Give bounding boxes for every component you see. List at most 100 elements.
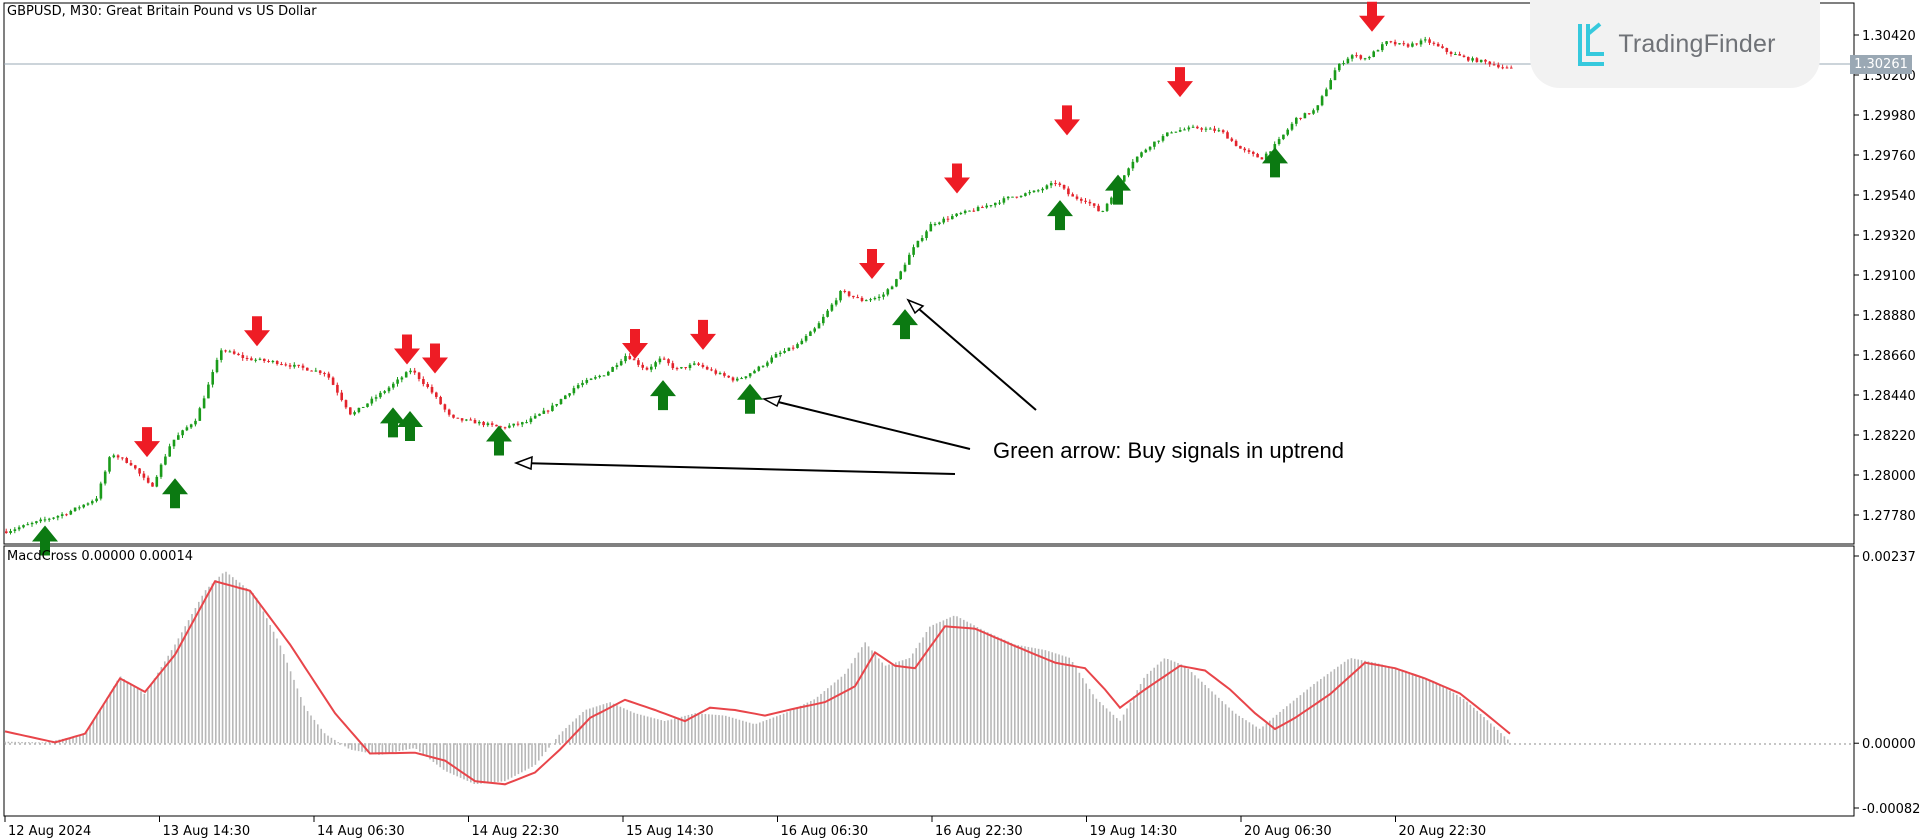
candle xyxy=(439,395,442,405)
candle xyxy=(1501,64,1504,70)
candle xyxy=(396,377,399,387)
buy-arrow-icon xyxy=(486,425,512,456)
candle xyxy=(48,517,51,522)
candle xyxy=(1217,127,1221,133)
candle xyxy=(392,381,395,390)
candle xyxy=(426,381,429,389)
candle xyxy=(404,371,408,378)
candle xyxy=(899,270,902,280)
candle xyxy=(1015,196,1019,199)
buy-arrow-icon xyxy=(1047,200,1073,231)
indicator-tick-label: 0.00000 xyxy=(1862,737,1916,752)
candle xyxy=(619,358,623,367)
candle xyxy=(400,376,404,383)
indicator-title: MacdCross 0.00000 0.00014 xyxy=(7,549,193,564)
candle xyxy=(951,213,954,220)
brand-logo: TradingFinder xyxy=(1530,0,1820,88)
candle xyxy=(103,470,107,486)
indicator-tick-label: 0.00237 xyxy=(1862,550,1916,565)
candle xyxy=(1488,60,1492,67)
candle xyxy=(521,421,524,428)
candle xyxy=(1032,190,1036,193)
candle xyxy=(533,413,537,419)
candle xyxy=(1458,51,1461,56)
candle xyxy=(43,516,47,523)
candle xyxy=(417,371,421,382)
candle xyxy=(215,357,219,374)
candle xyxy=(306,367,309,371)
price-tick-label: 1.29760 xyxy=(1862,149,1916,164)
candle xyxy=(189,423,193,429)
candle xyxy=(121,457,124,461)
candle xyxy=(1389,40,1393,44)
candle xyxy=(1492,61,1496,66)
candle xyxy=(1282,134,1285,141)
candle xyxy=(194,418,197,427)
candle xyxy=(1346,56,1350,65)
candle xyxy=(232,349,236,355)
candle xyxy=(1221,129,1225,134)
candle xyxy=(5,528,8,534)
candle xyxy=(766,360,769,368)
candle xyxy=(1178,127,1182,133)
candle xyxy=(280,361,283,366)
chart-title: GBPUSD, M30: Great Britain Pound vs US D… xyxy=(7,4,317,19)
buy-arrow-icon xyxy=(162,478,188,509)
price-tick-label: 1.30420 xyxy=(1862,29,1916,44)
candle xyxy=(349,407,352,416)
candle xyxy=(1041,187,1044,193)
candle xyxy=(624,353,627,364)
candle xyxy=(637,358,640,368)
candle xyxy=(1342,60,1345,66)
candle xyxy=(198,406,202,421)
candle xyxy=(78,505,81,511)
sell-arrow-icon xyxy=(134,427,160,458)
price-panel[interactable] xyxy=(3,2,1855,545)
candle xyxy=(598,374,601,379)
price-tick-label: 1.28220 xyxy=(1862,429,1916,444)
candle xyxy=(585,377,589,385)
buy-arrow-icon xyxy=(737,383,763,414)
candle xyxy=(1153,141,1156,150)
buy-arrow-icon xyxy=(1262,147,1288,178)
candle xyxy=(1475,56,1479,63)
candle xyxy=(791,345,795,351)
candle xyxy=(1393,39,1397,47)
candle xyxy=(379,390,382,399)
candle xyxy=(129,460,133,466)
candle xyxy=(284,362,288,367)
candle xyxy=(116,454,120,460)
candle xyxy=(968,210,971,212)
candle xyxy=(645,366,649,371)
candle xyxy=(779,350,782,357)
candle xyxy=(271,359,275,364)
candle xyxy=(1497,62,1500,69)
candle xyxy=(482,420,485,428)
time-tick-label: 16 Aug 06:30 xyxy=(781,824,869,839)
candle xyxy=(168,443,171,457)
candle xyxy=(1312,108,1315,115)
candle xyxy=(1411,41,1414,48)
price-axis: 1.304201.302001.299801.297601.295401.293… xyxy=(1854,29,1916,524)
candle xyxy=(830,302,834,312)
candle xyxy=(925,229,928,241)
candle xyxy=(1123,175,1126,183)
candle xyxy=(1170,131,1173,134)
candle xyxy=(1234,139,1238,147)
candle xyxy=(654,360,657,370)
candle xyxy=(607,370,610,376)
candle xyxy=(658,356,662,365)
candle xyxy=(245,355,249,361)
candle xyxy=(538,413,541,417)
candle xyxy=(1200,127,1203,132)
candle xyxy=(1209,127,1212,130)
buy-arrow-icon xyxy=(892,309,918,340)
candle xyxy=(559,398,563,405)
pointer-head-1 xyxy=(513,455,533,471)
candle xyxy=(1131,159,1135,171)
candle xyxy=(82,504,85,509)
candle xyxy=(1037,189,1040,193)
candle xyxy=(177,432,180,440)
candle xyxy=(731,376,735,383)
